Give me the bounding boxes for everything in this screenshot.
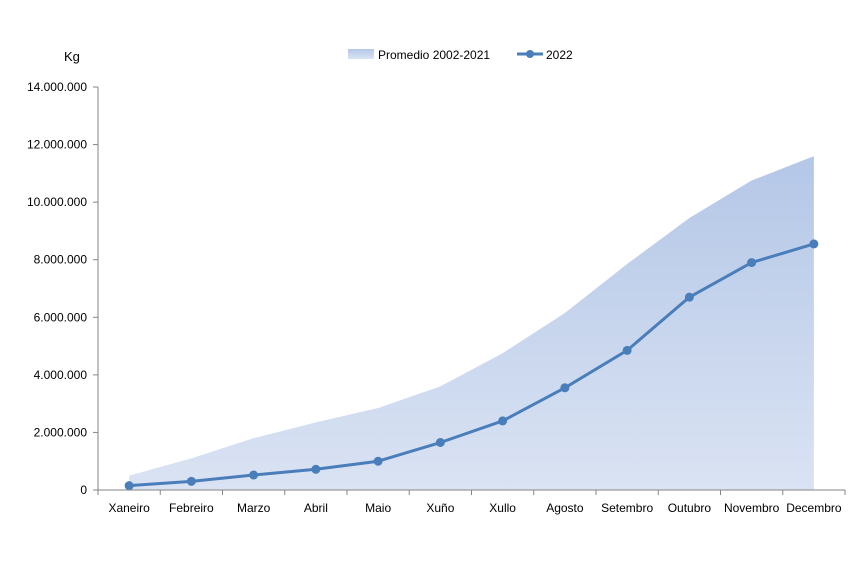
x-tick-label: Outubro <box>668 501 712 515</box>
legend-swatch-average <box>348 49 374 59</box>
data-point-2022 <box>747 258 757 268</box>
data-point-2022 <box>186 476 196 486</box>
data-point-2022 <box>684 292 694 302</box>
axes: 0 2.000.000 4.000.000 6.000.000 8.000.000 10.… <box>27 80 846 515</box>
x-tick-label: Setembro <box>601 501 653 515</box>
data-point-2022 <box>498 416 508 426</box>
y-tick-label: 12.000.000 <box>27 138 87 152</box>
line-series-2022 <box>129 242 815 488</box>
y-tick-label: 2.000.000 <box>34 425 88 439</box>
x-tick-label: Marzo <box>237 501 271 515</box>
y-tick-label: 14.000.000 <box>27 80 87 94</box>
plot-area <box>124 156 819 491</box>
x-tick-label: Novembro <box>724 501 780 515</box>
data-point-2022 <box>622 345 632 355</box>
y-tick-label: 8.000.000 <box>34 253 88 267</box>
y-tick-label: 10.000.000 <box>27 195 87 209</box>
x-tick-label: Xuño <box>426 501 454 515</box>
data-point-2022 <box>249 470 259 480</box>
area-series-average <box>129 156 814 491</box>
data-point-2022 <box>124 481 134 491</box>
x-tick-label: Xaneiro <box>108 501 150 515</box>
x-tick-label: Decembro <box>786 501 842 515</box>
y-tick-label: 4.000.000 <box>34 368 88 382</box>
x-tick-label: Abril <box>304 501 328 515</box>
legend: Promedio 2002-2021 2022 <box>348 48 573 62</box>
x-tick-label: Febreiro <box>169 501 214 515</box>
data-point-2022 <box>560 383 570 393</box>
data-point-2022 <box>809 239 819 249</box>
y-tick-label: 6.000.000 <box>34 310 88 324</box>
y-tick-label: 0 <box>80 483 87 497</box>
x-tick-label: Xullo <box>489 501 516 515</box>
legend-swatch-2022-marker <box>526 50 534 58</box>
data-point-2022 <box>311 464 321 474</box>
legend-label-average: Promedio 2002-2021 <box>378 48 490 62</box>
x-tick-label: Agosto <box>546 501 584 515</box>
y-axis-unit-label: Kg <box>64 49 80 64</box>
legend-label-2022: 2022 <box>546 48 573 62</box>
data-point-2022 <box>435 438 445 448</box>
data-point-2022 <box>373 456 383 466</box>
x-tick-label: Maio <box>365 501 391 515</box>
